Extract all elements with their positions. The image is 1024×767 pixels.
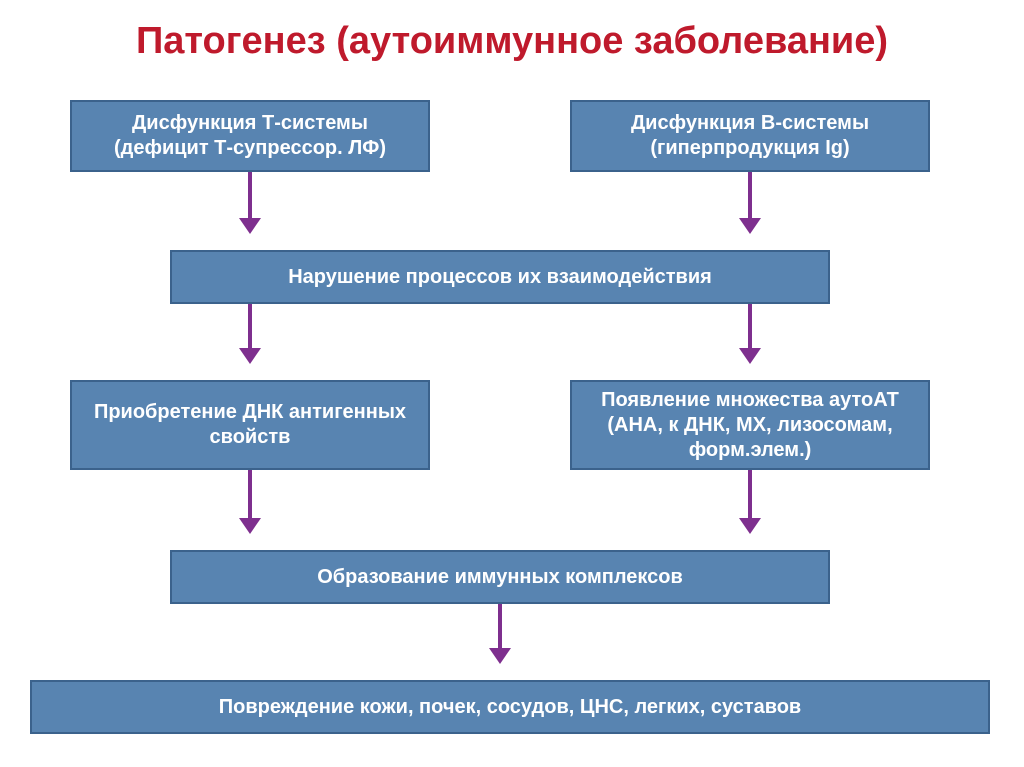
node-dna-antigen: Приобретение ДНК антигенных свойств	[70, 380, 430, 470]
node-t-system: Дисфункция Т-системы (дефицит Т-супрессо…	[70, 100, 430, 172]
node-b-system: Дисфункция В-системы (гиперпродукция Ig)	[570, 100, 930, 172]
node-damage: Повреждение кожи, почек, сосудов, ЦНС, л…	[30, 680, 990, 734]
node-label: Приобретение ДНК антигенных свойств	[86, 400, 414, 450]
node-label: Появление множества аутоАТ (АНА, к ДНК, …	[586, 388, 914, 463]
page-title: Патогенез (аутоиммунное заболевание)	[0, 20, 1024, 63]
node-immune-complex: Образование иммунных комплексов	[170, 550, 830, 604]
node-interaction: Нарушение процессов их взаимодействия	[170, 250, 830, 304]
node-auto-at: Появление множества аутоАТ (АНА, к ДНК, …	[570, 380, 930, 470]
node-label: Дисфункция В-системы (гиперпродукция Ig)	[586, 111, 914, 161]
node-label: Образование иммунных комплексов	[317, 565, 683, 590]
node-label: Нарушение процессов их взаимодействия	[288, 265, 712, 290]
node-label: Дисфункция Т-системы (дефицит Т-супрессо…	[86, 111, 414, 161]
node-label: Повреждение кожи, почек, сосудов, ЦНС, л…	[219, 695, 801, 720]
